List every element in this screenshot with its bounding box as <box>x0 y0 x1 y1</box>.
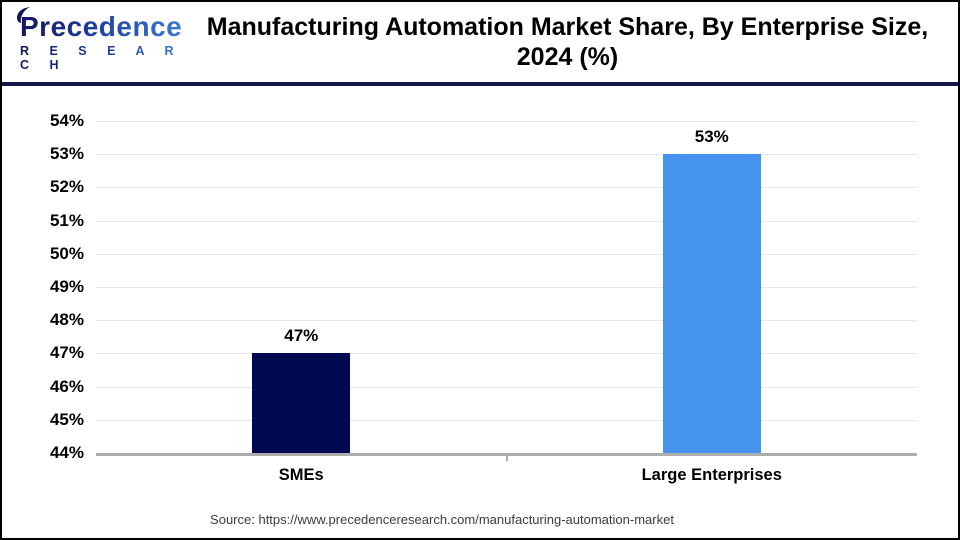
x-axis-category-label: SMEs <box>278 466 324 484</box>
bar-large-enterprises <box>662 154 761 453</box>
precedence-research-logo: Precedence R E S E A R C H <box>2 7 187 72</box>
y-gridline <box>96 220 917 222</box>
header: Precedence R E S E A R C H Manufacturing… <box>2 2 958 82</box>
x-axis-category-label: Large Enterprises <box>641 466 782 484</box>
bar-smes <box>252 353 351 453</box>
y-axis-tick-label: 47% <box>49 343 84 363</box>
bar-value-label: 53% <box>694 127 729 147</box>
y-gridline <box>96 353 917 355</box>
y-axis-tick-label: 53% <box>49 144 84 164</box>
y-gridline <box>96 287 917 288</box>
y-axis-tick-label: 45% <box>49 409 84 429</box>
y-gridline <box>96 386 917 388</box>
y-gridline <box>96 419 917 421</box>
y-gridline <box>96 253 917 255</box>
x-axis-tick <box>505 456 508 461</box>
y-gridline <box>96 187 917 189</box>
y-gridline <box>96 154 917 156</box>
chart-title-line1: Manufacturing Automation Market Share, B… <box>206 12 929 41</box>
leaf-icon <box>17 7 30 24</box>
logo-subtitle: R E S E A R C H <box>20 44 187 72</box>
y-axis-tick-label: 51% <box>49 210 84 230</box>
y-axis-tick-label: 54% <box>49 111 84 130</box>
y-axis-tick-label: 46% <box>49 376 84 396</box>
chart-title: Manufacturing Automation Market Share, B… <box>187 12 958 73</box>
x-axis-line <box>96 453 917 456</box>
y-gridline <box>96 121 917 122</box>
y-axis-tick-label: 49% <box>49 277 84 296</box>
chart-title-line2: 2024 (%) <box>516 43 619 71</box>
y-axis-tick-label: 48% <box>49 310 84 330</box>
y-axis-tick-label: 44% <box>49 443 84 462</box>
bar-chart: Source: https://www.precedenceresearch.c… <box>2 86 958 538</box>
source-text: Source: https://www.precedenceresearch.c… <box>210 512 674 527</box>
header-divider <box>2 82 958 86</box>
y-gridline <box>96 320 917 322</box>
bar-value-label: 47% <box>284 326 319 346</box>
y-axis-tick-label: 50% <box>49 243 84 263</box>
y-axis-tick-label: 52% <box>49 177 84 197</box>
logo-wordmark: Precedence <box>20 12 187 42</box>
